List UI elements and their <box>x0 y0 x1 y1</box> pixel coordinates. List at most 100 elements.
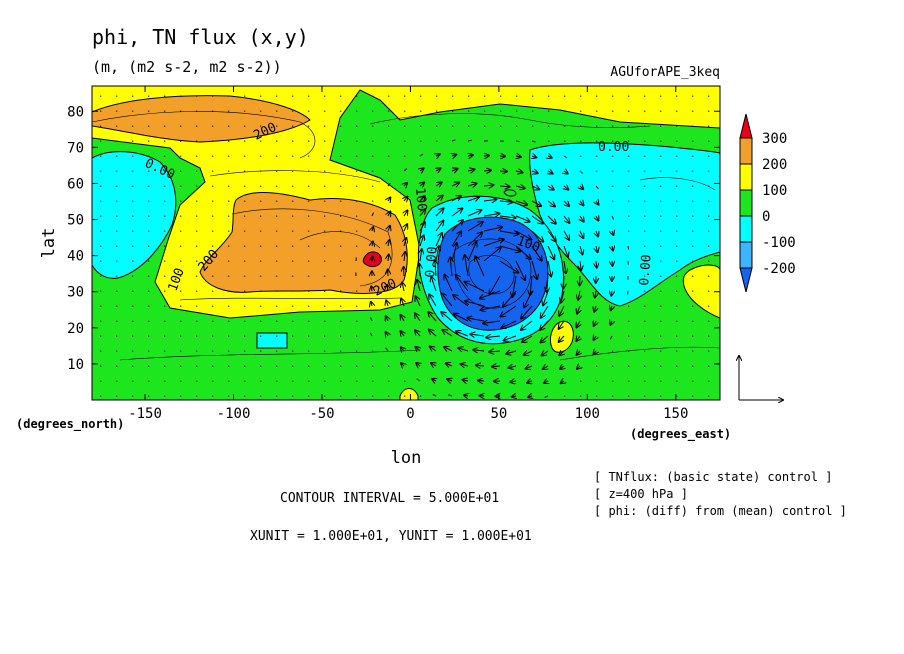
flux-vector <box>596 260 597 268</box>
flux-vector <box>564 245 568 257</box>
flux-vector <box>454 314 469 322</box>
flux-vector <box>444 347 453 351</box>
y-axis-label: lat <box>39 228 59 259</box>
flux-vector <box>444 275 453 292</box>
flux-vector <box>370 317 373 322</box>
flux-vector <box>490 275 501 294</box>
flux-vector <box>499 260 518 273</box>
flux-vector <box>528 396 532 397</box>
flux-vector <box>372 242 373 246</box>
flux-vector <box>483 227 502 232</box>
flux-vector <box>541 335 549 342</box>
flux-vector <box>483 185 493 186</box>
flux-vector <box>594 351 596 354</box>
y-tick-label: 40 <box>67 249 84 265</box>
flux-vector <box>564 260 566 273</box>
y-tick-label: 30 <box>67 285 84 301</box>
flux-vector <box>576 320 580 327</box>
flux-vector <box>532 156 536 157</box>
flux-vector <box>428 312 437 322</box>
flux-vector <box>547 215 556 224</box>
flux-vector <box>404 197 407 201</box>
flux-vector <box>489 351 501 352</box>
flux-vector <box>596 201 598 205</box>
flux-vector <box>559 320 565 329</box>
flux-vector <box>467 318 485 321</box>
flux-vector <box>559 351 564 355</box>
x-tick-label: -50 <box>309 406 334 422</box>
flux-vector <box>531 245 542 261</box>
flux-vector <box>526 366 533 369</box>
note-line: [ phi: (diff) from (mean) control ] <box>594 504 847 518</box>
flux-vector <box>388 197 390 201</box>
x-tick-label: 150 <box>663 406 688 422</box>
note-line: [ TNflux: (basic state) control ] <box>594 470 832 484</box>
flux-vector <box>548 156 552 158</box>
flux-vector <box>527 381 532 383</box>
colorbar-label: 0 <box>762 209 770 225</box>
flux-vector <box>515 245 531 259</box>
flux-vector <box>435 208 444 217</box>
flux-vector <box>419 209 425 217</box>
flux-vector <box>403 168 408 172</box>
flux-vector <box>561 381 564 383</box>
flux-vector <box>499 201 512 202</box>
flux-vector <box>473 350 485 351</box>
flux-vector <box>504 335 517 340</box>
colorbar-label: 300 <box>762 131 787 147</box>
x-unit-label: (degrees_east) <box>630 427 731 442</box>
colorbar-segment <box>739 241 753 269</box>
flux-vector <box>563 275 564 288</box>
flux-vector <box>594 321 596 326</box>
y-axis: 10 20 30 40 50 60 70 80 <box>67 104 720 373</box>
x-tick-label: 100 <box>575 406 600 422</box>
flux-vector <box>442 330 453 337</box>
flux-vector <box>420 168 424 171</box>
flux-vector <box>516 156 521 157</box>
note-line: [ z=400 hPa ] <box>594 487 688 501</box>
flux-vector <box>548 171 553 174</box>
flux-vector <box>415 313 421 322</box>
flux-vector <box>458 348 469 351</box>
colorbar-segment <box>739 215 753 243</box>
y-tick-label: 50 <box>67 213 84 229</box>
flux-vector <box>420 196 425 201</box>
colorbar-label: 200 <box>762 157 787 173</box>
flux-vector <box>499 245 520 251</box>
flux-vector <box>483 199 496 201</box>
flux-vector <box>451 139 456 142</box>
flux-vector <box>611 291 612 296</box>
x-axis-label: lon <box>391 448 422 468</box>
flux-vector <box>401 331 404 336</box>
flux-vector <box>416 296 421 307</box>
flux-vector <box>531 215 543 223</box>
flux-vector <box>627 245 630 250</box>
flux-vector <box>401 315 404 322</box>
flux-vector <box>456 275 469 292</box>
flux-vector <box>580 245 582 254</box>
flux-vector <box>404 183 407 186</box>
x-tick-label: 0 <box>406 406 414 422</box>
contour-label-group: 200 0.00 100 200 200 100 0.00 100 0.00 0… <box>142 120 654 300</box>
flux-vector <box>429 330 437 337</box>
flux-vector <box>416 363 420 366</box>
flux-vector <box>499 186 509 187</box>
flux-vector <box>467 232 482 247</box>
flux-vector <box>456 331 469 337</box>
cyan-eddy-small <box>503 189 517 197</box>
flux-vector <box>420 182 424 186</box>
flux-vector <box>542 351 549 355</box>
flux-vector <box>483 214 499 216</box>
flux-vector <box>609 335 613 340</box>
flux-vector <box>596 231 598 236</box>
flux-vector <box>547 245 554 259</box>
flux-vector <box>531 260 537 279</box>
flux-vector <box>483 239 504 247</box>
flux-vector <box>560 366 564 369</box>
unit-text: XUNIT = 1.000E+01, YUNIT = 1.000E+01 <box>250 529 532 544</box>
flux-vector <box>432 379 436 381</box>
flux-vector <box>531 186 539 189</box>
flux-vector <box>371 212 375 217</box>
flux-vector <box>436 246 439 262</box>
flux-vector <box>508 366 517 368</box>
